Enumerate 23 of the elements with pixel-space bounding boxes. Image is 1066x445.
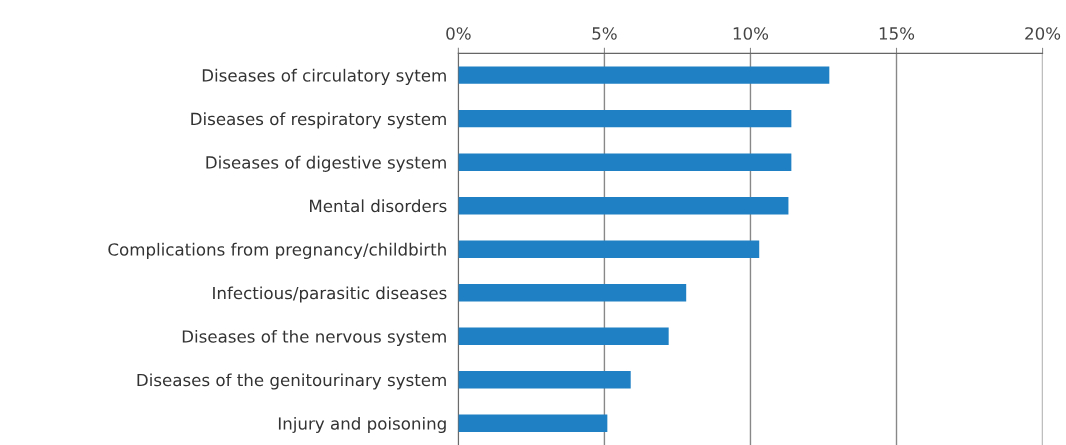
y-tick-label: Diseases of digestive system xyxy=(206,155,446,172)
bar xyxy=(458,327,669,345)
y-tick-label: Diseases of the nervous system xyxy=(182,329,446,347)
bar xyxy=(458,109,792,128)
bar xyxy=(458,414,608,432)
y-tick-label: Infectious/parasitic diseases xyxy=(213,286,447,303)
x-tick-label: 15% xyxy=(879,27,915,40)
bar xyxy=(458,240,760,258)
y-tick-label: Complications from pregnancy/childbirth xyxy=(108,242,446,259)
bar xyxy=(458,284,687,302)
x-tick-label: 5% xyxy=(592,27,617,40)
x-tick-label: 10% xyxy=(733,27,769,40)
bar xyxy=(458,153,792,171)
bar xyxy=(458,196,789,215)
y-tick-label: Injury and poisoning xyxy=(278,416,446,434)
x-tick-label: 0% xyxy=(446,27,471,40)
bar xyxy=(458,66,830,84)
x-tick-label: 20% xyxy=(1025,27,1061,40)
y-tick-label: Diseases of the genitourinary system xyxy=(137,373,446,390)
y-tick-label: Diseases of respiratory system xyxy=(191,112,446,129)
y-tick-label: Diseases of circulatory sytem xyxy=(202,68,446,85)
bar xyxy=(458,371,631,389)
y-tick-label: Mental disorders xyxy=(310,199,447,213)
